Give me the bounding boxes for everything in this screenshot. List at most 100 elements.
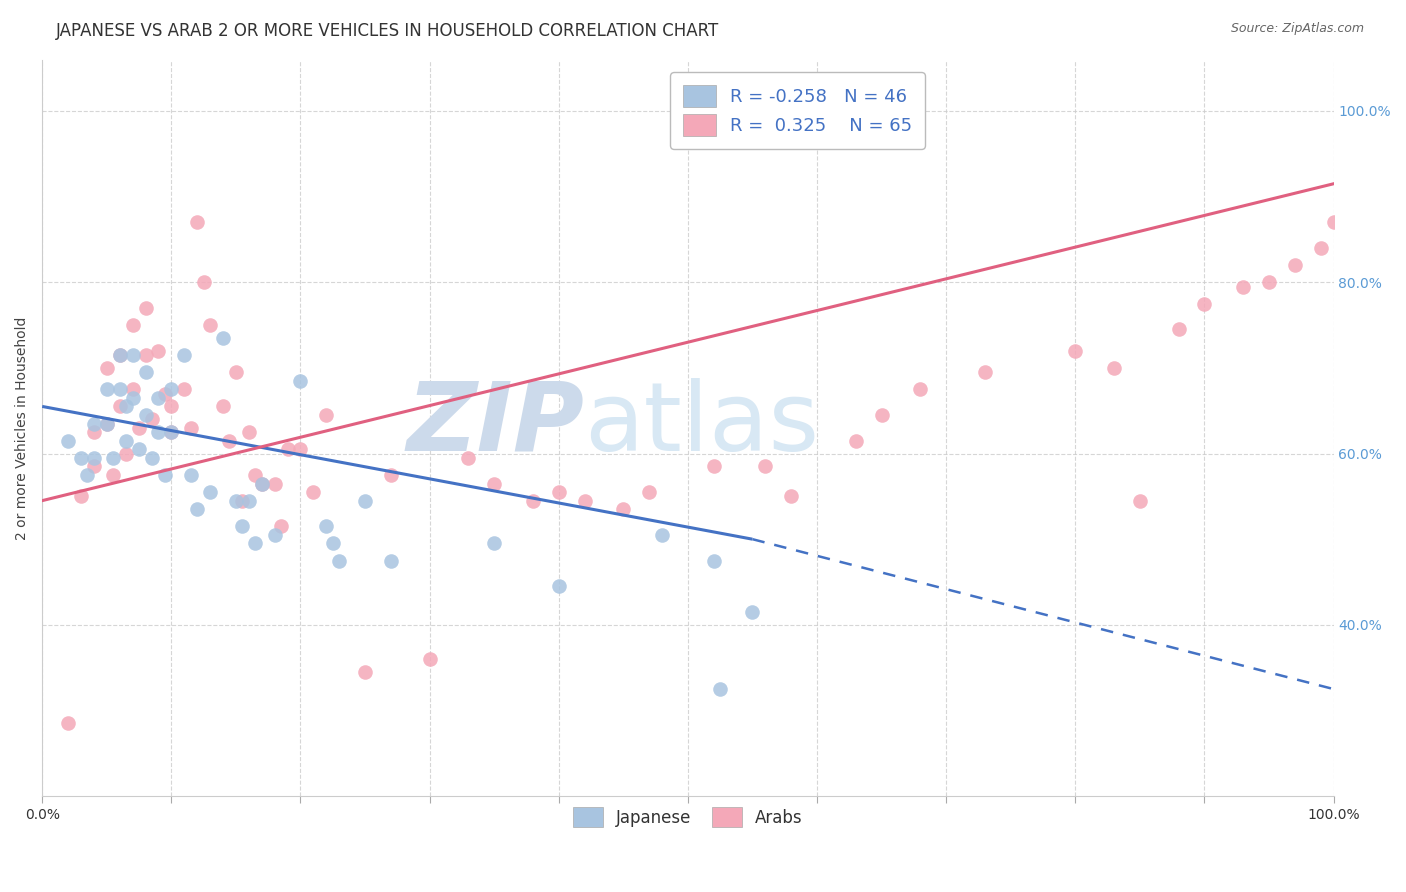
Point — [380, 553, 402, 567]
Point — [290, 374, 312, 388]
Point — [83, 459, 105, 474]
Point — [703, 553, 725, 567]
Point — [238, 493, 260, 508]
Point — [231, 519, 253, 533]
Point — [547, 485, 569, 500]
Point — [302, 485, 325, 500]
Point — [910, 382, 932, 396]
Point — [83, 425, 105, 439]
Point — [186, 502, 208, 516]
Point — [250, 476, 273, 491]
Point — [1232, 279, 1254, 293]
Point — [141, 450, 163, 465]
Point — [1322, 215, 1344, 229]
Point — [180, 467, 202, 482]
Point — [121, 382, 143, 396]
Point — [108, 348, 131, 362]
Point — [121, 391, 143, 405]
Legend: Japanese, Arabs: Japanese, Arabs — [565, 798, 811, 836]
Point — [522, 493, 544, 508]
Point — [115, 434, 138, 448]
Point — [198, 485, 221, 500]
Point — [1167, 322, 1189, 336]
Point — [160, 425, 183, 439]
Point — [134, 408, 156, 422]
Point — [245, 536, 267, 550]
Point — [153, 386, 176, 401]
Text: atlas: atlas — [585, 377, 820, 471]
Point — [612, 502, 634, 516]
Point — [108, 348, 131, 362]
Point — [250, 476, 273, 491]
Point — [160, 400, 183, 414]
Point — [482, 476, 505, 491]
Point — [354, 665, 377, 679]
Point — [108, 400, 131, 414]
Point — [225, 365, 247, 379]
Point — [703, 459, 725, 474]
Point — [160, 425, 183, 439]
Point — [128, 421, 150, 435]
Point — [103, 467, 125, 482]
Point — [315, 519, 337, 533]
Point — [212, 400, 235, 414]
Point — [709, 681, 731, 696]
Point — [263, 476, 285, 491]
Point — [218, 434, 240, 448]
Point — [186, 215, 208, 229]
Point — [354, 493, 377, 508]
Point — [96, 417, 118, 431]
Point — [121, 318, 143, 332]
Text: Source: ZipAtlas.com: Source: ZipAtlas.com — [1230, 22, 1364, 36]
Point — [70, 450, 93, 465]
Point — [290, 442, 312, 457]
Point — [180, 421, 202, 435]
Point — [263, 528, 285, 542]
Point — [103, 450, 125, 465]
Text: ZIP: ZIP — [406, 377, 585, 471]
Point — [482, 536, 505, 550]
Point — [148, 343, 170, 358]
Point — [96, 417, 118, 431]
Point — [148, 425, 170, 439]
Point — [148, 391, 170, 405]
Point — [108, 382, 131, 396]
Point — [76, 467, 98, 482]
Point — [322, 536, 344, 550]
Point — [212, 331, 235, 345]
Point — [173, 348, 195, 362]
Point — [198, 318, 221, 332]
Point — [1258, 275, 1281, 289]
Point — [1194, 296, 1216, 310]
Point — [173, 382, 195, 396]
Point — [70, 489, 93, 503]
Point — [115, 446, 138, 460]
Y-axis label: 2 or more Vehicles in Household: 2 or more Vehicles in Household — [15, 316, 30, 540]
Point — [651, 528, 673, 542]
Point — [245, 467, 267, 482]
Point — [328, 553, 350, 567]
Point — [457, 450, 479, 465]
Point — [1064, 343, 1087, 358]
Point — [270, 519, 292, 533]
Point — [419, 652, 441, 666]
Point — [141, 412, 163, 426]
Point — [134, 365, 156, 379]
Point — [870, 408, 893, 422]
Point — [547, 579, 569, 593]
Point — [193, 275, 215, 289]
Point — [238, 425, 260, 439]
Point — [134, 301, 156, 315]
Point — [754, 459, 776, 474]
Point — [1129, 493, 1152, 508]
Point — [973, 365, 995, 379]
Point — [96, 382, 118, 396]
Point — [225, 493, 247, 508]
Point — [121, 348, 143, 362]
Point — [231, 493, 253, 508]
Point — [845, 434, 868, 448]
Point — [638, 485, 661, 500]
Point — [83, 417, 105, 431]
Point — [277, 442, 299, 457]
Point — [83, 450, 105, 465]
